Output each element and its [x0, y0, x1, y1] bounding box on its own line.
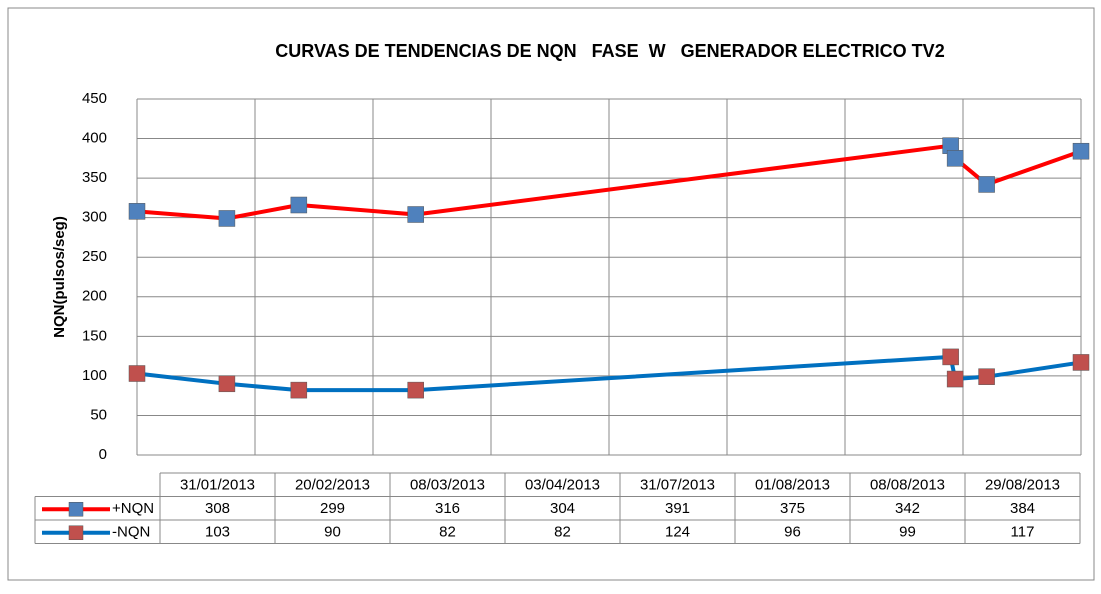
- table-value: 308: [205, 500, 230, 517]
- table-date: 20/02/2013: [295, 477, 370, 494]
- table-date: 31/07/2013: [640, 477, 715, 494]
- y-tick-label: 200: [82, 288, 107, 305]
- table-value: 82: [554, 524, 571, 541]
- chart-title: CURVAS DE TENDENCIAS DE NQN FASE W GENER…: [275, 41, 944, 61]
- chart-frame: [7, 7, 1095, 581]
- marker: [407, 206, 424, 223]
- table-value: 124: [665, 524, 690, 541]
- marker: [128, 203, 146, 220]
- table-date: 31/01/2013: [180, 477, 255, 494]
- marker: [946, 150, 964, 167]
- marker: [290, 381, 308, 399]
- table-value: 384: [1010, 500, 1035, 517]
- marker: [407, 381, 424, 399]
- y-tick-label: 150: [82, 327, 107, 344]
- marker: [978, 176, 995, 193]
- table-date: 29/08/2013: [985, 477, 1060, 494]
- marker: [128, 365, 146, 382]
- marker: [946, 370, 964, 388]
- marker: [290, 196, 308, 214]
- y-tick-label: 50: [90, 406, 107, 423]
- table-value: 82: [439, 524, 456, 541]
- marker: [218, 210, 236, 227]
- table-value: 103: [205, 524, 230, 541]
- y-tick-label: 0: [99, 446, 107, 463]
- table-value: 375: [780, 500, 805, 517]
- marker: [942, 348, 959, 366]
- y-tick-label: 300: [82, 209, 107, 226]
- table-value: 90: [324, 524, 341, 541]
- marker: [1072, 142, 1090, 160]
- legend-marker: [68, 525, 84, 540]
- table-value: 342: [895, 500, 920, 517]
- legend-marker: [68, 502, 84, 517]
- y-tick-label: 400: [82, 130, 107, 147]
- table-date: 08/03/2013: [410, 477, 485, 494]
- table-value: 299: [320, 500, 345, 517]
- table-date: 03/04/2013: [525, 477, 600, 494]
- legend-label: -NQN: [112, 524, 150, 541]
- marker: [1072, 354, 1090, 371]
- table-value: 304: [550, 500, 575, 517]
- y-tick-label: 100: [82, 367, 107, 384]
- y-tick-label: 350: [82, 169, 107, 186]
- table-date: 08/08/2013: [870, 477, 945, 494]
- table-date: 01/08/2013: [755, 477, 830, 494]
- table-value: 316: [435, 500, 460, 517]
- y-tick-label: 450: [82, 90, 107, 107]
- marker: [218, 375, 236, 393]
- y-axis-title: NQN(pulsos/seg): [51, 216, 68, 338]
- legend-label: +NQN: [112, 500, 154, 517]
- table-value: 117: [1011, 524, 1035, 541]
- marker: [978, 368, 995, 385]
- table-value: 391: [665, 500, 690, 517]
- table-value: 96: [784, 524, 801, 541]
- table-value: 99: [899, 524, 916, 541]
- y-tick-label: 250: [82, 248, 107, 265]
